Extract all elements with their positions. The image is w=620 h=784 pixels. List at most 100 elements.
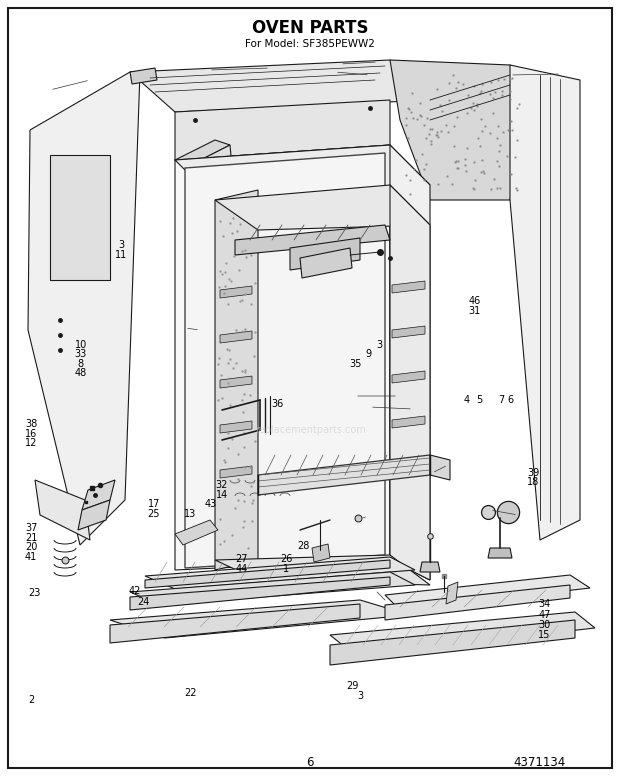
Polygon shape xyxy=(78,500,110,530)
Text: 20: 20 xyxy=(25,543,37,552)
Text: 46: 46 xyxy=(469,296,481,306)
Polygon shape xyxy=(215,185,430,230)
Polygon shape xyxy=(215,190,258,570)
Polygon shape xyxy=(130,68,157,84)
Polygon shape xyxy=(175,520,218,545)
Text: replacementparts.com: replacementparts.com xyxy=(255,425,365,435)
Text: 16: 16 xyxy=(25,429,37,438)
Polygon shape xyxy=(185,145,235,225)
Polygon shape xyxy=(110,604,360,643)
Text: 28: 28 xyxy=(298,541,310,550)
Text: 3: 3 xyxy=(376,340,383,350)
Polygon shape xyxy=(145,560,390,588)
Polygon shape xyxy=(488,548,512,558)
Text: 32: 32 xyxy=(216,481,228,490)
Polygon shape xyxy=(392,371,425,383)
Polygon shape xyxy=(185,153,385,568)
Text: 5: 5 xyxy=(476,395,482,405)
Polygon shape xyxy=(235,225,390,255)
Text: 1: 1 xyxy=(283,564,290,574)
Polygon shape xyxy=(392,281,425,293)
Text: 25: 25 xyxy=(148,509,160,518)
Polygon shape xyxy=(175,100,390,160)
Polygon shape xyxy=(220,286,252,298)
Text: 47: 47 xyxy=(538,610,551,619)
Text: 21: 21 xyxy=(25,533,37,543)
Text: 4371134: 4371134 xyxy=(514,756,566,768)
Polygon shape xyxy=(175,145,390,570)
Polygon shape xyxy=(510,65,580,540)
Text: 3: 3 xyxy=(118,241,125,250)
Text: 37: 37 xyxy=(25,524,37,533)
Text: 33: 33 xyxy=(74,350,87,359)
Polygon shape xyxy=(290,238,360,270)
Text: 36: 36 xyxy=(272,399,284,408)
Text: 4: 4 xyxy=(463,395,469,405)
Polygon shape xyxy=(385,575,590,610)
Polygon shape xyxy=(220,466,252,478)
Polygon shape xyxy=(220,421,252,433)
Polygon shape xyxy=(258,455,430,495)
Polygon shape xyxy=(175,140,230,168)
Text: 43: 43 xyxy=(205,499,217,509)
Text: 38: 38 xyxy=(25,419,37,429)
Text: 15: 15 xyxy=(538,630,551,640)
Text: 14: 14 xyxy=(216,490,228,499)
Text: 34: 34 xyxy=(538,600,551,609)
Polygon shape xyxy=(330,620,575,665)
Polygon shape xyxy=(220,376,252,388)
Polygon shape xyxy=(82,480,115,510)
Text: 10: 10 xyxy=(74,340,87,350)
Polygon shape xyxy=(392,416,425,428)
Polygon shape xyxy=(390,185,430,580)
Text: 35: 35 xyxy=(350,359,362,368)
Text: 48: 48 xyxy=(74,368,87,378)
Polygon shape xyxy=(390,145,430,580)
Polygon shape xyxy=(392,326,425,338)
Polygon shape xyxy=(330,612,595,655)
Polygon shape xyxy=(175,145,430,200)
Text: 7: 7 xyxy=(498,395,504,405)
Polygon shape xyxy=(185,200,235,245)
Text: 23: 23 xyxy=(28,589,40,598)
Text: 17: 17 xyxy=(148,499,160,509)
Text: 18: 18 xyxy=(527,477,539,487)
Polygon shape xyxy=(430,455,450,480)
Text: 26: 26 xyxy=(280,554,293,564)
Polygon shape xyxy=(130,60,430,112)
Text: 13: 13 xyxy=(184,509,196,518)
Text: 3: 3 xyxy=(358,691,364,701)
Text: 39: 39 xyxy=(527,468,539,477)
Polygon shape xyxy=(110,600,410,638)
Text: 27: 27 xyxy=(236,554,248,564)
Polygon shape xyxy=(220,331,252,343)
Text: 6: 6 xyxy=(508,395,514,405)
Text: 42: 42 xyxy=(129,586,141,596)
Polygon shape xyxy=(50,155,110,280)
Polygon shape xyxy=(130,572,415,605)
Text: 12: 12 xyxy=(25,438,37,448)
Text: 24: 24 xyxy=(138,597,150,607)
Polygon shape xyxy=(312,544,330,562)
Text: 31: 31 xyxy=(469,307,481,316)
Polygon shape xyxy=(35,480,90,540)
Text: For Model: SF385PEWW2: For Model: SF385PEWW2 xyxy=(245,39,375,49)
Text: 22: 22 xyxy=(185,688,197,698)
Polygon shape xyxy=(446,582,458,604)
Text: 30: 30 xyxy=(538,620,551,630)
Polygon shape xyxy=(385,585,570,620)
Polygon shape xyxy=(390,60,530,200)
Polygon shape xyxy=(130,577,390,610)
Text: 29: 29 xyxy=(346,681,358,691)
Text: OVEN PARTS: OVEN PARTS xyxy=(252,19,368,37)
Text: 6: 6 xyxy=(306,756,314,768)
Polygon shape xyxy=(28,72,140,545)
Polygon shape xyxy=(420,562,440,572)
Text: 2: 2 xyxy=(28,695,34,705)
Text: 9: 9 xyxy=(365,350,371,359)
Polygon shape xyxy=(392,461,425,473)
Text: 41: 41 xyxy=(25,552,37,561)
Text: 44: 44 xyxy=(236,564,248,574)
Polygon shape xyxy=(215,555,430,585)
Polygon shape xyxy=(300,248,352,278)
